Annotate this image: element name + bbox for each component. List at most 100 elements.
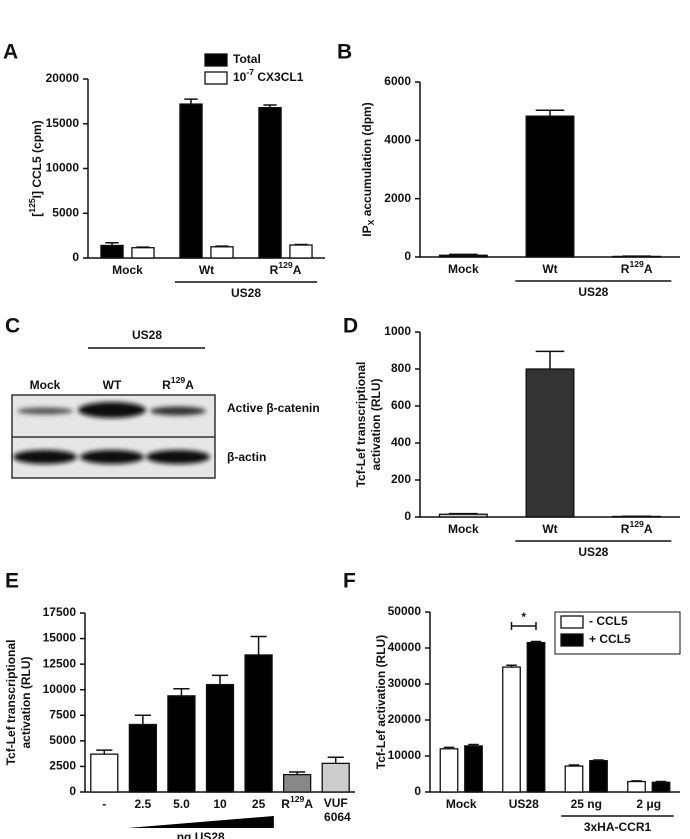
- x-tick-label: Mock: [446, 797, 477, 811]
- legend-swatch: [560, 633, 584, 647]
- x-tick-label: 2.5: [135, 797, 152, 811]
- x-tick-label: US28: [509, 797, 539, 811]
- y-tick-label: 12500: [43, 656, 77, 670]
- y-tick-label: 0: [414, 784, 421, 798]
- legend-label: + CCL5: [589, 632, 631, 646]
- y-axis-label: Tcf-Lef activation (RLU): [374, 635, 388, 769]
- bar: [289, 244, 313, 259]
- error-bar: [134, 714, 151, 725]
- x-tick-label: 25 ng: [571, 797, 602, 811]
- y-tick-label: 1000: [384, 324, 411, 338]
- x-tick-label: 25: [252, 797, 266, 811]
- x-tick-label: R129A: [621, 519, 653, 536]
- significance-bracket: [510, 622, 537, 630]
- y-tick-label: 15000: [46, 116, 80, 130]
- group-label: 3xHA-CCR1: [584, 820, 652, 834]
- y-tick-label: 50000: [388, 604, 422, 618]
- y-tick-label: 6000: [384, 74, 411, 88]
- x-tick-label: Wt: [199, 263, 214, 277]
- error-bar: [96, 749, 113, 755]
- legend-swatch: [204, 53, 228, 67]
- bar: [589, 760, 608, 793]
- error-bar: [535, 109, 565, 117]
- bar: [179, 103, 203, 259]
- y-tick-label: 0: [404, 249, 411, 263]
- error-bar: [211, 674, 229, 685]
- bar: [627, 780, 646, 793]
- x-tick-label: VUF 6064: [321, 796, 351, 824]
- y-tick-label: 10000: [388, 748, 422, 762]
- x-tick-label: Wt: [542, 522, 557, 536]
- annotation: *: [521, 610, 526, 624]
- y-tick-label: 5000: [49, 733, 76, 747]
- panel-letter: B: [337, 41, 352, 64]
- row-label: β-actin: [227, 450, 266, 464]
- bar: [321, 762, 350, 793]
- legend-label: - CCL5: [589, 614, 628, 628]
- bar: [612, 255, 662, 258]
- lane-label: WT: [103, 378, 122, 392]
- y-tick-label: 800: [391, 361, 411, 375]
- y-axis-label: [125I] CCL5 (cpm): [27, 120, 44, 216]
- bar: [90, 753, 119, 793]
- bar: [131, 247, 155, 259]
- bar: [502, 666, 521, 793]
- lane-label: Mock: [30, 378, 61, 392]
- y-tick-label: 10000: [46, 161, 80, 175]
- bar: [205, 683, 235, 793]
- group-label: US28: [578, 285, 608, 299]
- y-tick-label: 5000: [52, 205, 79, 219]
- legend-swatch: [204, 71, 228, 85]
- x-tick-label: R129A: [281, 794, 313, 811]
- legend-swatch: [560, 615, 584, 629]
- bar: [525, 115, 575, 258]
- error-bar: [173, 687, 190, 696]
- bar: [438, 513, 488, 518]
- y-tick-label: 20000: [46, 71, 80, 85]
- panel-letter: C: [5, 315, 20, 338]
- y-tick-label: 0: [69, 784, 76, 798]
- panel-letter: E: [5, 570, 19, 593]
- x-tick-label: Mock: [448, 262, 479, 276]
- panel-letter: A: [3, 41, 18, 64]
- blot-bands: [13, 402, 210, 464]
- y-tick-label: 2500: [49, 759, 76, 773]
- bar: [438, 254, 488, 258]
- group-label: US28: [132, 328, 162, 342]
- y-tick-label: 0: [404, 509, 411, 523]
- bar: [258, 106, 282, 259]
- bar: [210, 246, 234, 259]
- bar: [526, 641, 546, 793]
- y-tick-label: 15000: [43, 631, 77, 645]
- bar: [464, 745, 483, 793]
- error-bar: [250, 635, 267, 655]
- blot-panel: C US28 Mock WT R129A Active β-catenin β-…: [5, 315, 320, 479]
- x-axis-label: ng US28: [177, 830, 225, 839]
- y-axis-label: IPX accumulation (dpm): [360, 102, 376, 236]
- x-tick-label: Wt: [542, 262, 557, 276]
- y-tick-label: 600: [391, 398, 411, 412]
- x-tick-label: 2 μg: [636, 797, 661, 811]
- x-tick-label: R129A: [270, 260, 302, 277]
- bar: [564, 765, 584, 793]
- dose-wedge: [127, 816, 274, 828]
- legend-label: 10-7 CX3CL1: [233, 67, 304, 84]
- panel-letter: D: [343, 315, 358, 338]
- y-axis-label: activation (RLU): [19, 656, 33, 748]
- error-bar: [327, 756, 344, 764]
- x-tick-label: -: [102, 797, 106, 811]
- axis-line: [87, 79, 325, 259]
- x-tick-label: 10: [213, 797, 227, 811]
- x-tick-label: Mock: [112, 263, 143, 277]
- y-tick-label: 17500: [43, 605, 77, 619]
- y-tick-label: 40000: [388, 640, 422, 654]
- bar: [167, 695, 196, 793]
- x-tick-label: R129A: [621, 259, 653, 276]
- bar: [244, 654, 273, 793]
- x-tick-label: 5.0: [173, 797, 190, 811]
- bar: [128, 723, 158, 793]
- bar: [525, 368, 575, 518]
- bar: [439, 748, 459, 793]
- error-bar: [184, 98, 198, 105]
